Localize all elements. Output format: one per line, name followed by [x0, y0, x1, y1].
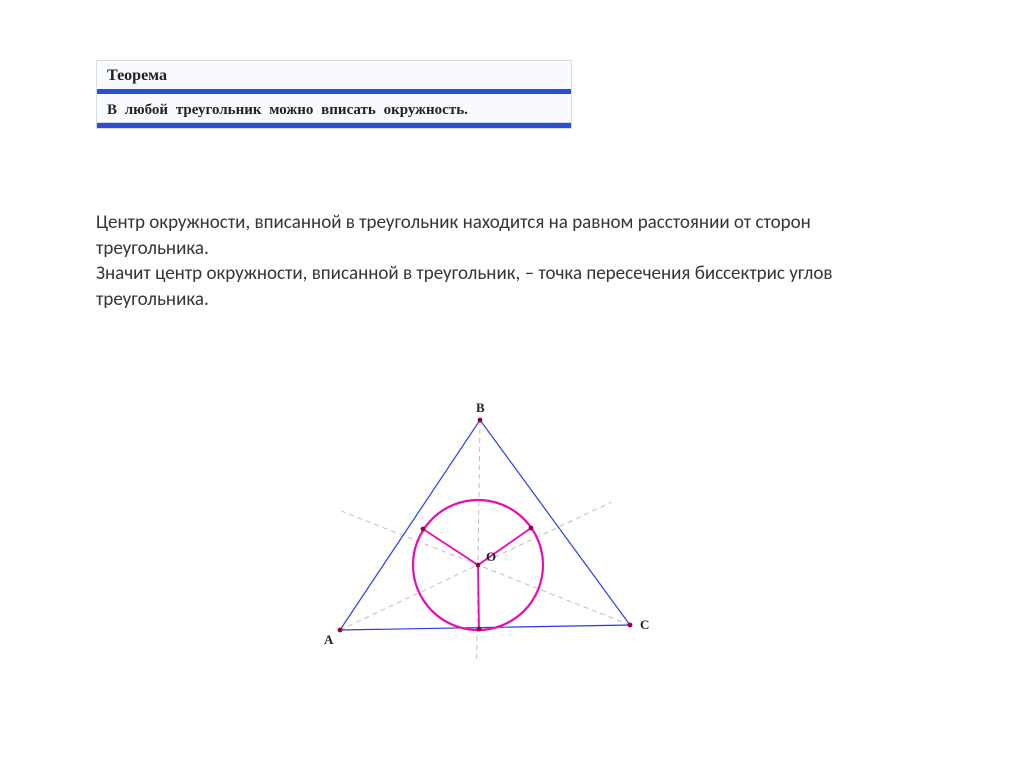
incircle-figure: A B C O	[290, 400, 670, 680]
description-paragraph-2: Значит центр окружности, вписанной в тре…	[96, 261, 866, 312]
theorem-title-row: Теорема	[97, 61, 571, 89]
theorem-body: В любой треугольник можно вписать окружн…	[107, 102, 468, 118]
theorem-body-row: В любой треугольник можно вписать окружн…	[97, 94, 571, 123]
svg-text:B: B	[476, 400, 485, 415]
svg-text:A: A	[324, 632, 334, 647]
svg-text:C: C	[640, 617, 649, 632]
svg-text:O: O	[486, 549, 496, 564]
theorem-title: Теорема	[107, 67, 167, 84]
theorem-box: Теорема В любой треугольник можно вписат…	[96, 60, 572, 129]
description-paragraph-1: Центр окружности, вписанной в треугольни…	[96, 210, 866, 261]
rule-bottom	[97, 123, 571, 128]
figure-svg: A B C O	[290, 400, 670, 680]
description-block: Центр окружности, вписанной в треугольни…	[96, 210, 866, 313]
